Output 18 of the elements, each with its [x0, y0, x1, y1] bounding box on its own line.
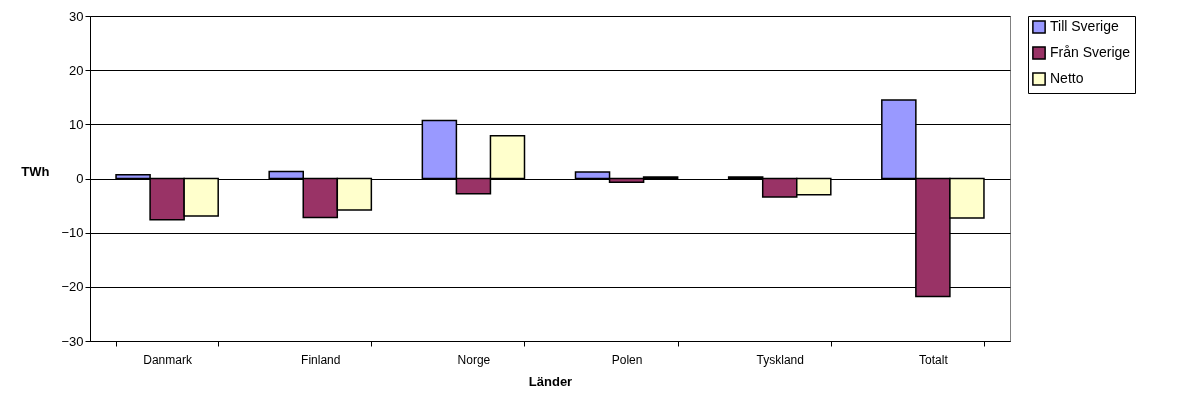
x-tick-label: Norge	[457, 352, 491, 367]
y-tick-label: 20	[69, 62, 84, 78]
legend-label: Till Sverige	[1050, 18, 1119, 34]
x-tick-label: Finland	[301, 352, 341, 367]
y-tick-label: 10	[69, 116, 84, 132]
x-tick-label: Totalt	[919, 352, 949, 367]
y-tick-label: −20	[61, 279, 84, 295]
x-tick-label: Tyskland	[756, 352, 804, 367]
legend-label: Från Sverige	[1050, 44, 1131, 60]
x-tick-label: Danmark	[143, 352, 193, 367]
y-axis-title: TWh	[21, 164, 50, 179]
y-tick-label: −10	[61, 225, 84, 241]
y-tick-label: −30	[61, 333, 84, 349]
y-tick-label: 30	[69, 8, 84, 24]
y-tick-label: 0	[76, 171, 84, 186]
x-tick-label: Polen	[611, 352, 643, 367]
x-axis-title: Länder	[528, 373, 573, 389]
legend-label: Netto	[1050, 70, 1084, 86]
